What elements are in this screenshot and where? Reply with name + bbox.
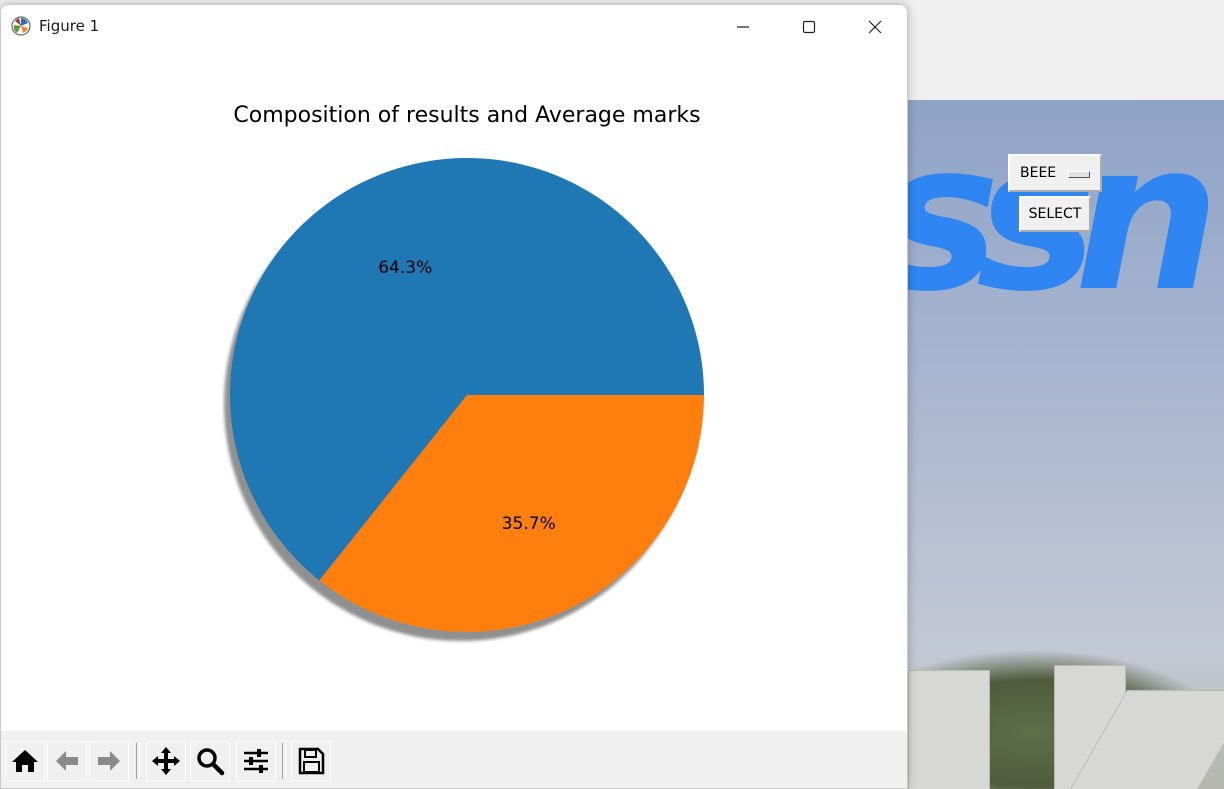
save-icon [298,747,325,775]
chart-title: Composition of results and Average marks [233,103,700,128]
pan-button[interactable] [146,741,186,781]
branch-dropdown[interactable]: BEEE [1008,154,1102,192]
save-button[interactable] [291,741,331,781]
window-title: Figure 1 [39,17,100,35]
select-button-label: SELECT [1028,206,1082,222]
pie-labels: 64.3% 35.7% [378,258,556,534]
title-bar[interactable]: Figure 1 [1,5,907,49]
branch-dropdown-value: BEEE [1020,165,1057,181]
select-button[interactable]: SELECT [1019,196,1091,232]
toolbar-separator [136,743,140,779]
configure-subplots-icon [244,749,268,773]
dropdown-indicator-icon [1068,171,1090,178]
pie-chart: Composition of results and Average marks… [224,103,704,641]
back-arrow-icon [56,751,78,771]
matplotlib-logo-icon [11,16,31,36]
pie-slice-label-0: 64.3% [378,258,432,278]
toolbar-separator [282,743,286,779]
close-button[interactable] [842,5,907,49]
minimize-icon [737,26,749,28]
configure-subplots-button[interactable] [236,741,276,781]
figure-canvas[interactable]: Composition of results and Average marks… [1,49,907,731]
navigation-toolbar [1,731,907,788]
pie-slice-label-1: 35.7% [502,514,556,534]
forward-arrow-icon [98,751,120,771]
pie-slices [229,157,704,632]
back-button[interactable] [47,741,87,781]
home-icon [12,750,38,772]
zoom-button[interactable] [190,741,230,781]
maximize-icon [802,20,816,34]
pie-slice-1 [319,395,704,632]
home-button[interactable] [5,741,45,781]
building-pillar [908,670,990,789]
zoom-icon [197,748,225,776]
minimize-button[interactable] [710,5,776,49]
maximize-button[interactable] [776,5,842,49]
close-icon [868,20,882,34]
figure-window: Figure 1 Composition of results and Aver… [0,4,908,789]
forward-button[interactable] [89,741,129,781]
pie-slice-0 [229,157,704,581]
pan-icon [152,747,180,775]
